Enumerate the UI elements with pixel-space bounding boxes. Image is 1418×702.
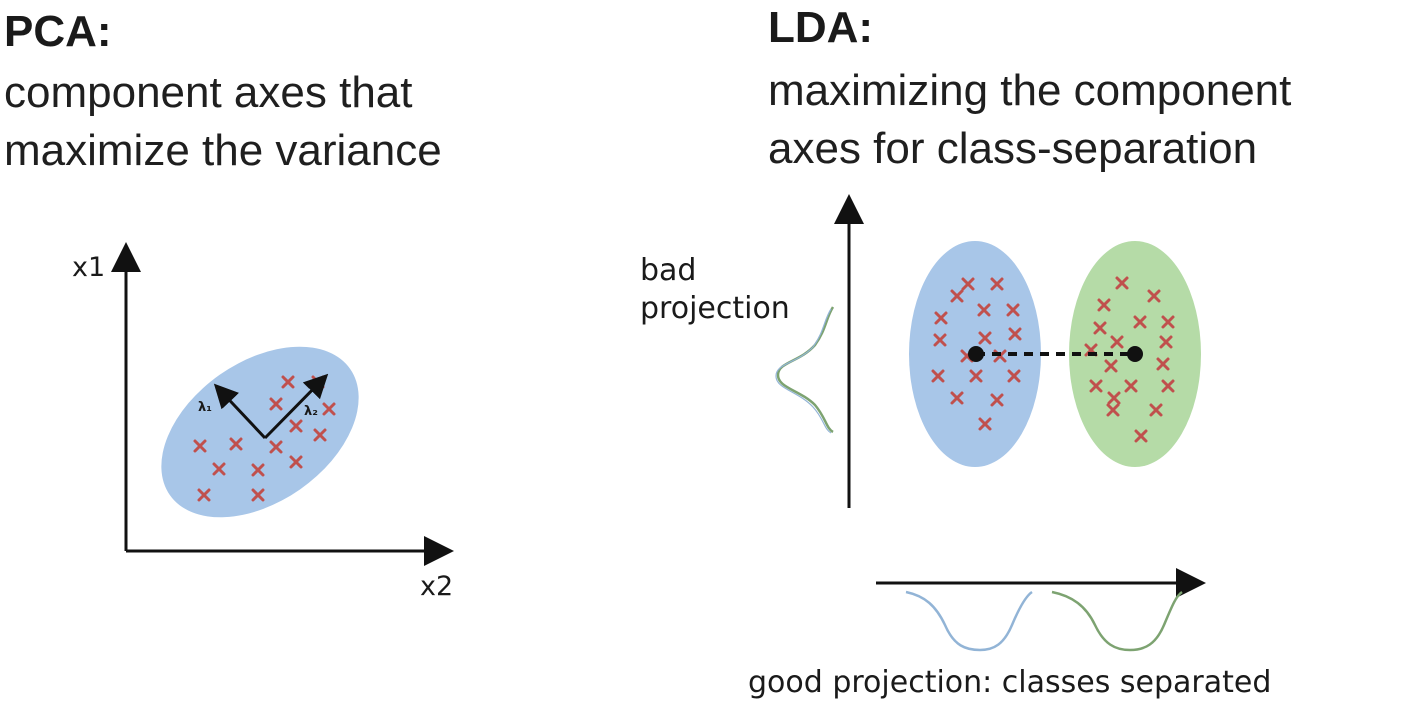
- pca-plot: λ₁ λ₂ x1 x2: [72, 242, 454, 602]
- class-1-data-point: [950, 391, 964, 405]
- class-2-data-point: [1134, 429, 1148, 443]
- class-2-data-point: [1161, 315, 1175, 329]
- pca-eigen-label-1: λ₁: [198, 400, 212, 415]
- good-projection-curve-class-1: [905, 590, 1033, 652]
- class-1-data-point: [950, 289, 964, 303]
- bad-projection-label: projection: [640, 291, 790, 326]
- class-2-data-point: [1104, 359, 1118, 373]
- pca-data-point: [251, 463, 265, 477]
- class-2-data-point: [1147, 289, 1161, 303]
- pca-data-point: [193, 439, 207, 453]
- class-1-data-point: [933, 333, 947, 347]
- class-2-data-point: [1089, 379, 1103, 393]
- lda-subtitle-line: axes for class-separation: [768, 124, 1258, 173]
- pca-data-point: [313, 428, 327, 442]
- class-1-data-point: [977, 303, 991, 317]
- class-1-data-point: [1006, 303, 1020, 317]
- good-projection-label: good projection: classes separated: [748, 665, 1271, 700]
- class-2-data-point: [1097, 298, 1111, 312]
- lda-subtitle-line: maximizing the component: [768, 66, 1292, 115]
- class-1-data-point: [990, 277, 1004, 291]
- class-1-data-point: [969, 369, 983, 383]
- pca-axis-x-label: x2: [420, 571, 453, 602]
- pca-data-point: [322, 402, 336, 416]
- class-1-data-point: [931, 369, 945, 383]
- class-2-data-point: [1149, 403, 1163, 417]
- class-2-mean: [1127, 346, 1143, 362]
- bad-projection-curve: [776, 306, 835, 434]
- pca-data-point: [269, 440, 283, 454]
- pca-data-point: [251, 488, 265, 502]
- class-2-data-point: [1133, 315, 1147, 329]
- pca-data-point: [269, 397, 283, 411]
- class-1-data-point: [990, 393, 1004, 407]
- pca-data-point: [289, 419, 303, 433]
- class-2-data-point: [1161, 379, 1175, 393]
- pca-eigenvector-2: [263, 373, 329, 440]
- class-2-data-point: [1107, 391, 1121, 405]
- bad-projection-label: bad: [640, 253, 696, 288]
- pca-data-point: [197, 488, 211, 502]
- pca-data-point: [212, 462, 226, 476]
- pca-data-point: [229, 437, 243, 451]
- class-2-data-point: [1110, 335, 1124, 349]
- lda-subtitle: maximizing the component axes for class-…: [768, 62, 1418, 178]
- pca-data-point: [289, 455, 303, 469]
- class-2-data-point: [1093, 321, 1107, 335]
- bad-projection-curve-shadow: [775, 308, 832, 434]
- class-2-data-points: [1084, 276, 1175, 443]
- pca-subtitle-line: maximize the variance: [4, 126, 442, 175]
- class-1-data-point: [934, 311, 948, 325]
- lda-plot: bad projection good projection: classes …: [640, 194, 1271, 700]
- good-projection-curve-class-2: [1051, 590, 1183, 652]
- class-2-data-point: [1156, 357, 1170, 371]
- pca-eigenvector-1: [213, 383, 267, 440]
- class-2-data-point: [1106, 403, 1120, 417]
- pca-axis-y-label: x1: [72, 252, 105, 283]
- pca-subtitle: component axes that maximize the varianc…: [4, 64, 604, 180]
- class-2-data-point: [1159, 335, 1173, 349]
- class-1-data-point: [978, 331, 992, 345]
- class-1-data-point: [1007, 369, 1021, 383]
- class-1-data-point: [978, 417, 992, 431]
- class-1-data-point: [1008, 327, 1022, 341]
- pca-eigen-label-2: λ₂: [304, 404, 318, 419]
- pca-title: PCA:: [4, 7, 112, 56]
- class-1-data-point: [961, 277, 975, 291]
- class-2-data-point: [1124, 379, 1138, 393]
- class-2-data-point: [1115, 276, 1129, 290]
- pca-subtitle-line: component axes that: [4, 68, 413, 117]
- class-1-mean: [968, 346, 984, 362]
- pca-data-point: [281, 375, 295, 389]
- lda-title: LDA:: [768, 3, 874, 52]
